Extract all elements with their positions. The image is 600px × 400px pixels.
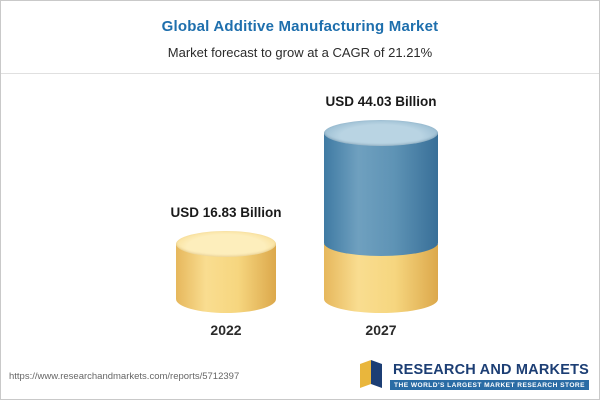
chart-area: USD 16.83 Billion 2022 USD 44.03 Billion… — [1, 74, 599, 346]
logo-mark-icon — [358, 359, 384, 394]
bar-group-2027: USD 44.03 Billion 2027 — [306, 93, 456, 338]
cylinder-top-ellipse-2022 — [176, 231, 276, 257]
chart-title: Global Additive Manufacturing Market — [161, 18, 439, 35]
value-label-2022: USD 16.83 Billion — [170, 205, 282, 220]
segment-growth — [324, 132, 438, 256]
chart-header: Global Additive Manufacturing Market Mar… — [1, 1, 599, 74]
logo-tagline: THE WORLD'S LARGEST MARKET RESEARCH STOR… — [390, 379, 589, 391]
value-label-2027: USD 44.03 Billion — [325, 93, 437, 109]
page-footer: https://www.researchandmarkets.com/repor… — [1, 353, 599, 399]
bar-group-2022: USD 16.83 Billion 2022 — [151, 205, 301, 338]
logo-wordmark: RESEARCH AND MARKETS — [392, 361, 589, 378]
year-label-2027: 2027 — [365, 322, 397, 338]
year-label-2022: 2022 — [210, 322, 242, 338]
header-divider — [1, 73, 599, 74]
cylinder-2027 — [324, 119, 438, 313]
report-url: https://www.researchandmarkets.com/repor… — [9, 370, 240, 382]
cylinder-2022 — [176, 231, 276, 313]
cylinder-top-ellipse-2027 — [324, 119, 438, 146]
research-and-markets-logo: RESEARCH AND MARKETS THE WORLD'S LARGEST… — [358, 359, 589, 394]
chart-subtitle: Market forecast to grow at a CAGR of 21.… — [167, 45, 433, 60]
